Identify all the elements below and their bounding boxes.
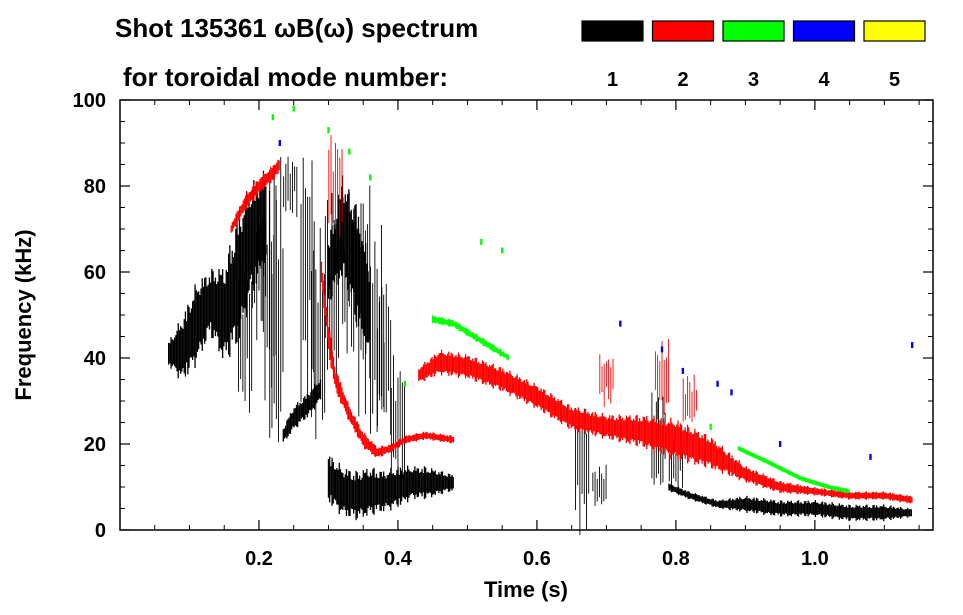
spectral-dot [716,380,719,387]
spectral-dot [681,367,685,374]
x-tick-label: 0.4 [384,548,413,570]
spectral-dot [619,320,622,327]
spectral-dot [910,342,914,349]
spectral-dot [500,247,504,254]
feature-mode-3-band [737,446,850,494]
spectral-dot [348,148,351,155]
y-tick-label: 20 [84,434,106,456]
axes-layer: 0 20 40 60 80 100 0.2 0.4 0.6 0.8 1.0 [73,90,933,570]
legend-label-4: 4 [818,69,830,91]
x-tick-label: 1.0 [801,548,829,570]
y-axis-label: Frequency (kHz) [11,229,36,400]
legend-label-2: 2 [677,69,688,91]
feature-mode-3-scatter [271,105,712,430]
feature-mode-2-band [320,261,455,458]
legend-swatch-5 [863,20,926,42]
y-tick-label: 40 [84,348,106,370]
feature-mode-2-band [230,159,280,233]
x-tick-label: 0.2 [245,548,273,570]
spectral-dot [292,105,295,112]
chart-title-line2: for toroidal mode number: [123,62,448,92]
feature-mode-1-band [327,456,454,521]
legend-swatch-3 [722,20,785,42]
spectral-dot [709,423,712,430]
feature-mode-1-band [668,483,912,522]
legend-label-1: 1 [607,69,618,91]
spectral-dot [480,238,483,245]
y-tick-label: 60 [84,262,106,284]
legend-label-5: 5 [889,69,900,91]
x-tick-label: 0.6 [523,548,551,570]
spectral-dot [368,174,372,181]
spectral-dot [327,127,330,134]
spectral-dot [869,453,872,460]
spectral-dot [778,441,782,447]
x-tick-label: 0.8 [662,548,690,570]
feature-mode-2-band [418,349,913,504]
x-axis-label: Time (s) [484,577,568,602]
data-layer [167,105,914,536]
spectral-dot [403,380,407,387]
legend-label-3: 3 [748,69,759,91]
feature-mode-1-band [167,170,267,379]
y-tick-label: 80 [84,176,106,198]
legend-swatch-1 [581,20,644,42]
chart-title-line1: Shot 135361 ωB(ω) spectrum [115,13,478,43]
feature-mode-4-scatter [278,140,914,460]
legend-swatch-2 [651,20,715,42]
legend-swatch-4 [792,20,856,42]
spectral-dot [278,140,282,146]
spectral-dot [271,114,275,121]
legend: 1 2 3 4 5 [581,20,926,91]
spectral-dot [660,346,664,353]
spectral-dot [730,389,733,396]
y-tick-label: 0 [95,520,106,542]
feature-mode-1-streaks [238,156,683,536]
feature-mode-3-band [432,315,509,361]
y-tick-label: 100 [73,90,106,112]
